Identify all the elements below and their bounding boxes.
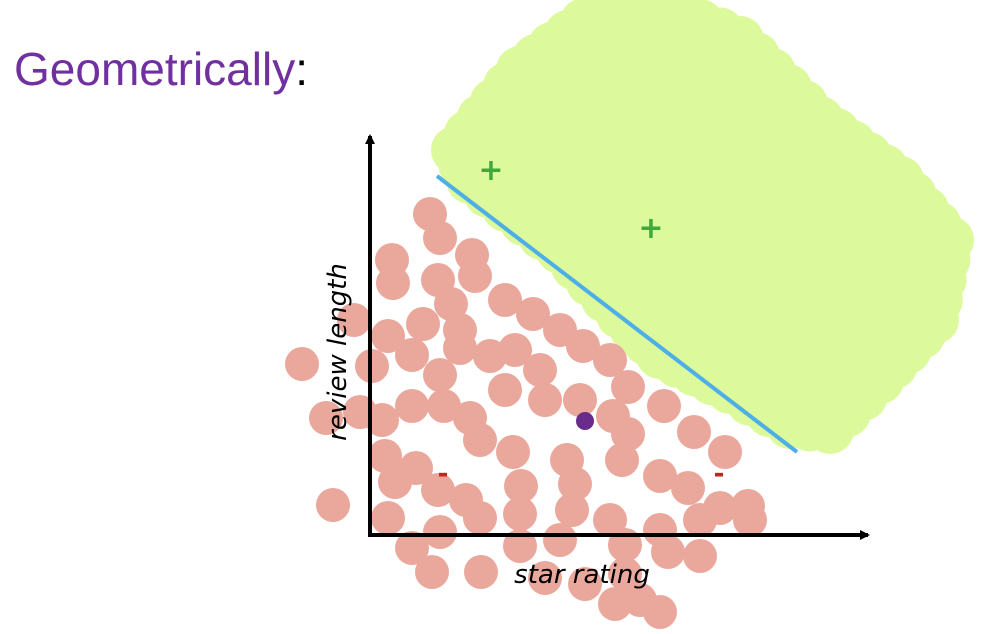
negative-point: [427, 389, 461, 423]
negative-point: [643, 595, 677, 629]
positive-mark: +: [478, 153, 503, 188]
query-point: [576, 412, 594, 430]
negative-point: [683, 539, 717, 573]
negative-point: [647, 389, 681, 423]
negative-point: [463, 423, 497, 457]
negative-points-cloud: [285, 197, 767, 629]
negative-point: [671, 471, 705, 505]
negative-point: [598, 587, 632, 621]
x-axis-label: star rating: [514, 560, 650, 590]
negative-point: [473, 339, 507, 373]
negative-point: [337, 303, 371, 337]
negative-point: [504, 469, 538, 503]
negative-point: [406, 307, 440, 341]
negative-point: [423, 221, 457, 255]
negative-point: [708, 435, 742, 469]
negative-point: [643, 459, 677, 493]
negative-point: [488, 283, 522, 317]
negative-point: [503, 497, 537, 531]
negative-point: [528, 383, 562, 417]
negative-point: [503, 529, 537, 563]
negative-point: [605, 443, 639, 477]
title-colon: :: [295, 43, 308, 95]
negative-point: [563, 383, 597, 417]
negative-point: [371, 501, 405, 535]
negative-mark: -: [714, 459, 725, 489]
decision-boundary-line: [435, 174, 799, 454]
negative-point: [516, 297, 550, 331]
negative-mark: -: [438, 459, 449, 489]
negative-point: [368, 439, 402, 473]
negative-point: [395, 338, 429, 372]
negative-point: [415, 555, 449, 589]
negative-point: [463, 501, 497, 535]
negative-point: [423, 515, 457, 549]
negative-point: [566, 329, 600, 363]
negative-point: [421, 473, 455, 507]
negative-point: [593, 343, 627, 377]
negative-point: [528, 561, 562, 595]
negative-point: [611, 417, 645, 451]
negative-point: [395, 389, 429, 423]
negative-point: [608, 557, 642, 591]
positive-mark: +: [638, 211, 663, 246]
negative-point: [496, 435, 530, 469]
negative-point: [443, 331, 477, 365]
y-axis-label: review length: [323, 263, 353, 441]
negative-point: [285, 347, 319, 381]
negative-point: [683, 503, 717, 537]
negative-point: [309, 401, 343, 435]
slide-title: Geometrically:: [14, 46, 308, 92]
negative-point: [458, 259, 492, 293]
negative-point: [611, 370, 645, 404]
negative-point: [568, 567, 602, 601]
negative-point: [316, 488, 350, 522]
negative-point: [371, 319, 405, 353]
positive-region-scallop: [438, 141, 487, 189]
title-text: Geometrically: [14, 43, 296, 95]
negative-point: [523, 353, 557, 387]
negative-point: [376, 266, 410, 300]
negative-point: [464, 555, 498, 589]
negative-point: [651, 535, 685, 569]
negative-point: [378, 465, 412, 499]
negative-point: [555, 493, 589, 527]
positive-region-fill: [455, 6, 950, 430]
positive-region: [431, 0, 974, 454]
negative-point: [558, 467, 592, 501]
negative-point: [488, 373, 522, 407]
negative-point: [395, 531, 429, 565]
negative-point: [423, 358, 457, 392]
negative-point: [434, 287, 468, 321]
negative-point: [593, 503, 627, 537]
negative-point: [543, 523, 577, 557]
negative-point: [677, 415, 711, 449]
negative-point: [733, 503, 767, 537]
